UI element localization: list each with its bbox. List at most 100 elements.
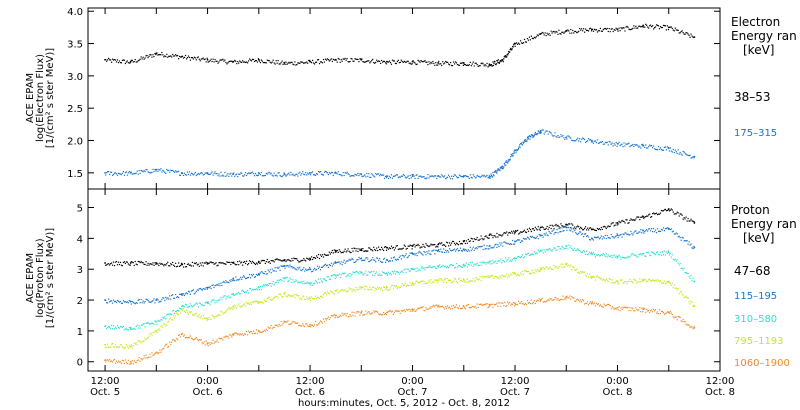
proton-series-5-dot [350, 315, 352, 317]
proton-series-5-dot [485, 303, 487, 305]
proton-series-1-dot [609, 225, 611, 227]
proton-series-2-dot [331, 265, 333, 267]
proton-series-5-dot [377, 311, 379, 313]
proton-series-1-dot [337, 251, 339, 253]
electron-series-2-dot [456, 177, 459, 179]
electron-series-2-dot [123, 174, 126, 176]
proton-series-1-dot [338, 249, 340, 251]
proton-series-1-dot [242, 264, 244, 266]
proton-series-5-dot [562, 295, 564, 297]
proton-series-3-dot [295, 279, 297, 281]
proton-series-2-dot [507, 243, 509, 245]
proton-series-4-dot [528, 273, 531, 275]
proton-series-2-dot [557, 232, 559, 234]
proton-series-4-dot [274, 296, 276, 298]
electron-series-1-dot [382, 60, 385, 62]
electron-series-2-dot [326, 172, 329, 174]
proton-series-5-dot [436, 304, 438, 306]
proton-series-3-dot [203, 304, 205, 306]
electron-series-2-dot [655, 148, 658, 151]
proton-series-3-dot [468, 264, 470, 266]
electron-series-1-dot [136, 61, 138, 63]
proton-series-5-dot [484, 304, 486, 306]
proton-series-4-dot [642, 280, 644, 282]
electron-series-1-dot [589, 27, 592, 29]
proton-series-3-dot [168, 313, 170, 316]
proton-series-4-dot [665, 282, 668, 284]
proton-series-2-dot [164, 299, 166, 301]
electron-series-2-dot [438, 175, 440, 177]
proton-series-1-dot [141, 261, 143, 264]
electron-series-1-dot [495, 63, 498, 65]
electron-series-2-dot [534, 131, 536, 133]
proton-series-4-dot [382, 286, 385, 288]
proton-series-4-dot [596, 275, 599, 277]
proton-series-2-dot [593, 236, 596, 238]
proton-series-2-dot [652, 228, 655, 230]
proton-series-1-dot [651, 216, 653, 218]
proton-series-1-dot [139, 262, 141, 264]
electron-series-2-dot [572, 139, 574, 142]
proton-series-5-dot [310, 326, 312, 328]
proton-series-5-dot [478, 303, 480, 306]
proton-series-4-dot [271, 299, 273, 301]
proton-series-4-dot [128, 345, 130, 347]
proton-series-5-dot [406, 309, 408, 311]
proton-series-3-dot [474, 264, 476, 266]
electron-series-1-dot [269, 61, 271, 63]
proton-series-4-dot [664, 283, 667, 285]
proton-series-3-dot [226, 295, 228, 298]
electron-series-1-dot [445, 60, 447, 63]
proton-series-5-dot [233, 334, 235, 336]
electron-series-1-dot [131, 59, 133, 61]
proton-series-2-dot [659, 230, 662, 233]
proton-series-3-dot [478, 264, 480, 266]
proton-series-1-dot [409, 244, 411, 246]
electron-series-2-dot [108, 171, 110, 173]
electron-series-1-dot [633, 25, 635, 27]
proton-series-5-dot [671, 313, 673, 316]
proton-series-5-dot [277, 325, 279, 328]
proton-series-3-dot [207, 301, 209, 303]
electron-series-1-dot [393, 60, 396, 62]
proton-series-4-dot [141, 340, 143, 342]
proton-series-1-dot [452, 240, 455, 243]
proton-series-3-dot [633, 254, 635, 256]
electron-series-1-dot [429, 63, 431, 65]
electron-series-2-dot [334, 171, 336, 173]
proton-series-4-dot [358, 286, 360, 288]
electron-series-2-dot [536, 133, 538, 136]
electron-series-2-dot [352, 175, 354, 177]
proton-series-2-dot [214, 285, 216, 287]
xtick-label-date: Oct. 8 [705, 387, 735, 398]
electron-series-2-dot [501, 166, 503, 168]
proton-series-5-dot [639, 307, 641, 309]
electron-series-1-dot [209, 60, 211, 62]
proton-series-4-dot [506, 273, 508, 275]
proton-series-5-dot [530, 299, 532, 301]
proton-series-1-dot [597, 228, 600, 231]
proton-series-5-dot [477, 306, 479, 309]
proton-series-1-dot [275, 258, 277, 260]
proton-series-1-dot [544, 228, 546, 230]
proton-series-1-dot [323, 253, 326, 255]
proton-series-4-dot [115, 346, 118, 348]
proton-series-2-dot [549, 232, 551, 234]
proton-series-2-dot [301, 269, 303, 272]
proton-series-5-dot [676, 319, 678, 321]
proton-series-1-dot [390, 245, 393, 247]
electron-series-2-dot [298, 172, 300, 174]
proton-series-3-dot [381, 271, 384, 273]
proton-series-4-dot [442, 279, 444, 281]
proton-series-5-dot [686, 324, 688, 326]
electron-series-2-dot [361, 175, 363, 177]
proton-series-5-dot [345, 315, 347, 317]
electron-ylabel-line3: [1/(cm² s ster MeV)] [45, 48, 56, 148]
electron-series-2-dot [370, 176, 372, 178]
proton-series-1-dot [315, 255, 318, 257]
proton-series-2-dot [479, 245, 481, 248]
proton-series-2-dot [670, 228, 672, 230]
proton-series-5-dot [390, 311, 393, 313]
proton-series-2-dot [576, 233, 578, 235]
electron-series-2-dot [231, 175, 233, 177]
